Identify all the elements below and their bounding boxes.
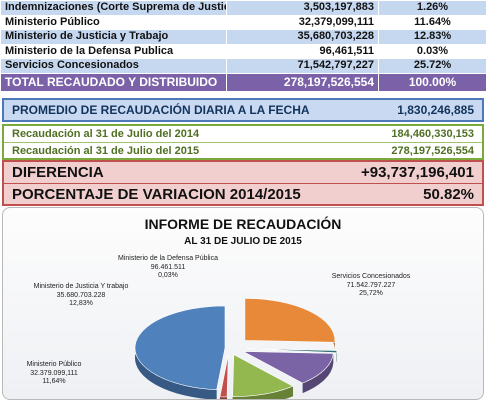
difference-value: +93,737,196,401 xyxy=(360,164,474,181)
total-name: TOTAL RECAUDADO Y DISTRIBUIDO xyxy=(0,72,227,92)
table-row: Ministerio Público 32,379,099,111 11.64% xyxy=(0,14,486,30)
chart-title: INFORME DE RECAUDACIÓN xyxy=(144,216,342,232)
pie-slice-side xyxy=(232,386,294,399)
collection-2014-value: 184,460,330,153 xyxy=(391,128,474,140)
row-name: Indemnizaciones (Corte Suprema de Justic… xyxy=(0,0,227,16)
average-value: 1,830,246,885 xyxy=(397,103,474,117)
collection-comparison-box: Recaudación al 31 de Julio del 2014 184,… xyxy=(2,124,484,160)
chart-subtitle: AL 31 DE JULIO DE 2015 xyxy=(184,236,302,247)
row-name: Servicios Concesionados xyxy=(0,58,227,74)
label-servicios-name: Servicios Concesionados xyxy=(331,273,411,280)
pie-slice xyxy=(244,298,336,343)
variation-label: PORCENTAJE DE VARIACION 2014/2015 xyxy=(12,185,301,203)
total-amount: 278,197,526,554 xyxy=(226,72,379,92)
pie-slice xyxy=(219,354,229,398)
collection-2015-label: Recaudación al 31 de Julio del 2015 xyxy=(12,144,200,157)
label-justicia-value: 35.680.703.228 xyxy=(56,291,106,299)
pie-svg xyxy=(134,298,338,399)
label-justicia-trabajo: Ministerio de Justicia Y trabajo 35.680.… xyxy=(31,283,131,309)
label-justicia-percent: 12,83% xyxy=(69,300,93,307)
table-row: Ministerio de la Defensa Publica 96,461,… xyxy=(0,43,486,59)
row-percent: 0.03% xyxy=(378,43,486,59)
average-collection-box: PROMEDIO DE RECAUDACIÓN DIARIA A LA FECH… xyxy=(2,98,484,122)
table-row: Ministerio de Justicia y Trabajo 35,680,… xyxy=(0,29,486,45)
row-amount: 32,379,099,111 xyxy=(226,14,379,30)
total-percent: 100.00% xyxy=(378,72,486,92)
row-percent: 11.64% xyxy=(378,14,486,30)
row-amount: 3,503,197,883 xyxy=(226,0,379,16)
difference-box: DIFERENCIA +93,737,196,401 PORCENTAJE DE… xyxy=(2,160,484,206)
pie-slice xyxy=(246,348,338,353)
pie-slice xyxy=(232,354,294,397)
row-amount: 35,680,703,228 xyxy=(226,29,379,45)
label-justicia-name: Ministerio de Justicia Y trabajo xyxy=(33,283,129,290)
label-publico-value: 32.379.099,111 xyxy=(30,369,78,377)
row-amount: 96,461,511 xyxy=(226,43,379,59)
label-defensa-name: Ministerio de la Defensa Pública xyxy=(118,255,218,262)
pie-slice-side xyxy=(302,353,334,394)
average-label: PROMEDIO DE RECAUDACIÓN DIARIA A LA FECH… xyxy=(12,103,310,117)
label-publico-name: Ministerio Público xyxy=(26,361,82,368)
table-row: Servicios Concesionados 71,542,797,227 2… xyxy=(0,58,486,74)
row-percent: 25.72% xyxy=(378,58,486,74)
label-defensa-percent: 0,03% xyxy=(158,272,178,279)
label-defensa-publica: Ministerio de la Defensa Pública 96.461.… xyxy=(113,255,223,281)
label-ministerio-publico: Ministerio Público 32.379.099,111 11,64% xyxy=(9,361,99,387)
label-servicios-percent: 25,72% xyxy=(359,290,383,297)
row-amount: 71,542,797,227 xyxy=(226,58,379,74)
collection-2015-value: 278,197,526,554 xyxy=(391,144,474,157)
total-row: TOTAL RECAUDADO Y DISTRIBUIDO 278,197,52… xyxy=(0,72,486,92)
difference-label: DIFERENCIA xyxy=(12,164,104,181)
pie-slice xyxy=(134,305,226,391)
row-percent: 12.83% xyxy=(378,29,486,45)
pie-slice xyxy=(243,351,334,384)
row-percent: 1.26% xyxy=(378,0,486,16)
row-name: Ministerio de la Defensa Publica xyxy=(0,43,227,59)
distribution-table: Indemnizaciones (Corte Suprema de Justic… xyxy=(0,0,486,92)
label-publico-percent: 11,64% xyxy=(42,378,66,385)
collection-2014-label: Recaudación al 31 de Julio del 2014 xyxy=(12,128,200,140)
table-row: Indemnizaciones (Corte Suprema de Justic… xyxy=(0,0,486,16)
collection-pie-chart: INFORME DE RECAUDACIÓN AL 31 DE JULIO DE… xyxy=(2,207,484,400)
variation-value: 50.82% xyxy=(423,185,474,203)
row-name: Ministerio Público xyxy=(0,14,227,30)
row-name: Ministerio de Justicia y Trabajo xyxy=(0,29,227,45)
label-servicios-concesionados: Servicios Concesionados 71.542.797.227 2… xyxy=(321,273,421,299)
label-servicios-value: 71.542.797.227 xyxy=(346,281,396,289)
pie-slice-side xyxy=(219,396,228,399)
label-defensa-value: 96.461.511 xyxy=(150,263,186,271)
